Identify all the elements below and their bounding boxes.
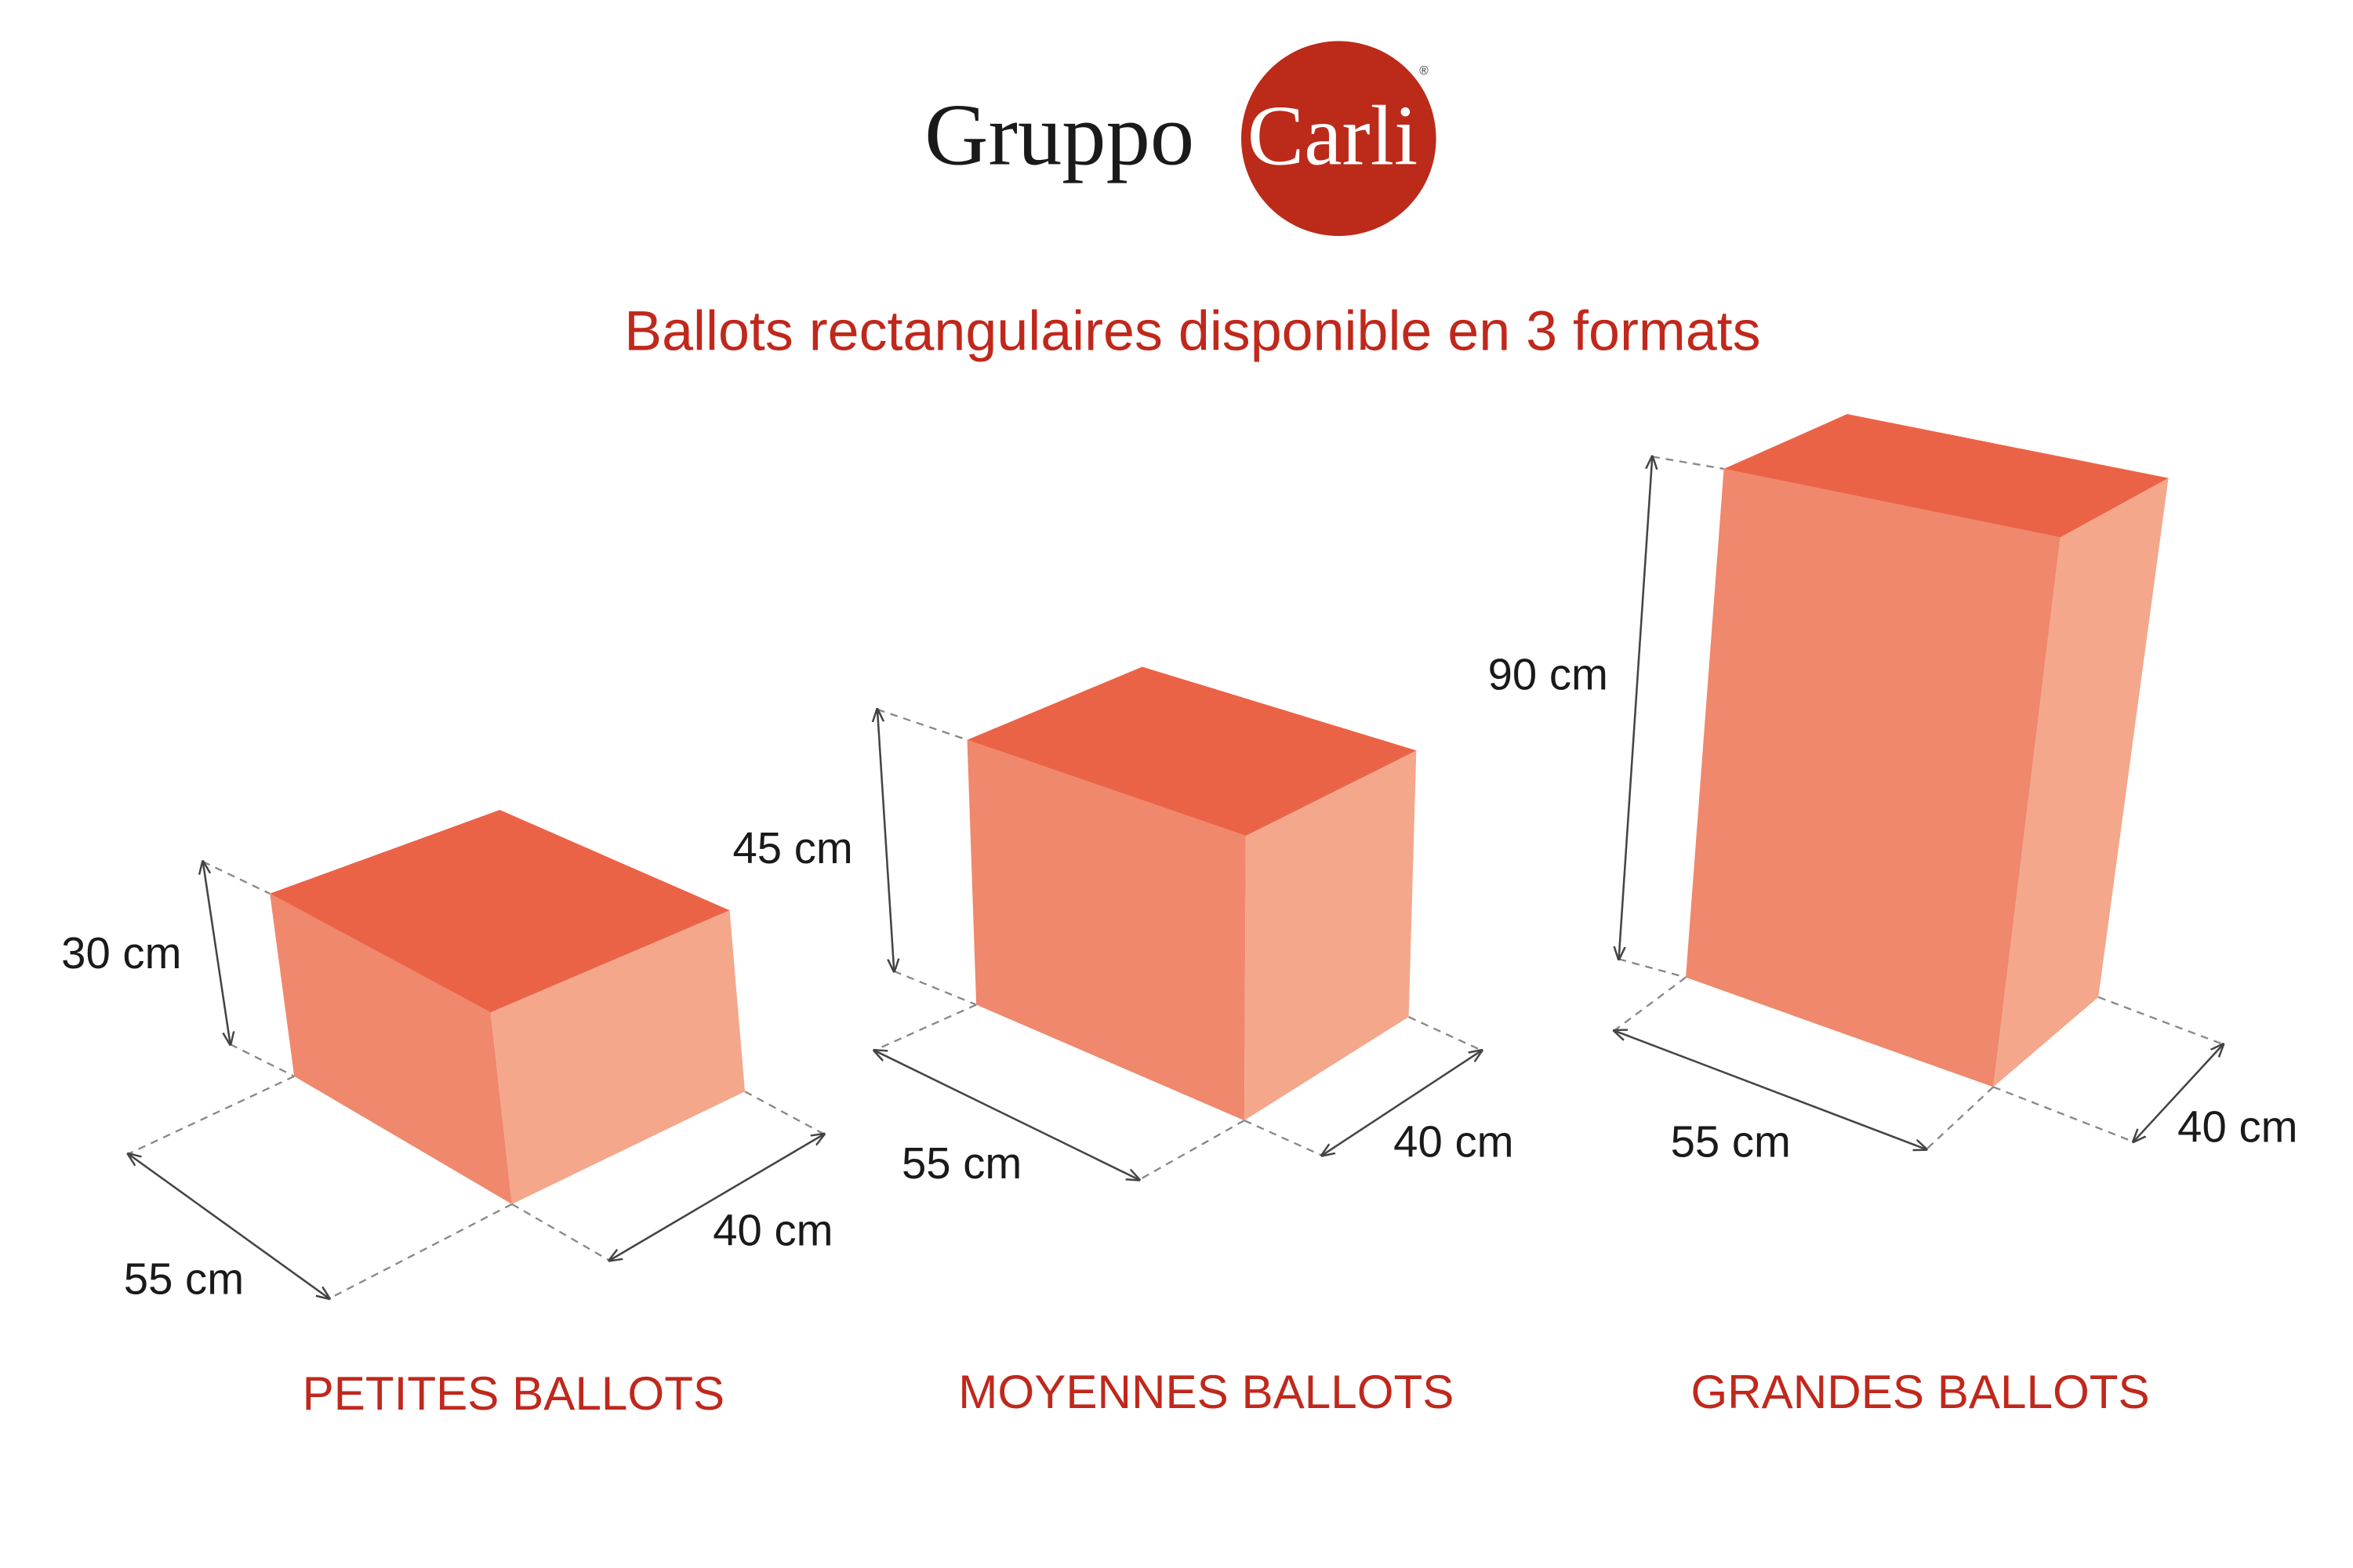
- logo-carli: Carli: [1247, 89, 1418, 183]
- dimension-guide-line: [873, 1004, 977, 1051]
- width-dimension-arrow: [2133, 1044, 2224, 1142]
- length-label: 55 cm: [1671, 1117, 1791, 1167]
- bale-front-face: [1686, 469, 2061, 1087]
- bale-medium: 45 cm 55 cm 40 cm MOYENNES BALLOTS: [732, 666, 1514, 1418]
- length-dimension-arrow: [1614, 1031, 1926, 1149]
- bale-side-face: [1244, 750, 1417, 1121]
- dimension-guide-line: [1652, 456, 1724, 470]
- dimension-guide-line: [1926, 1086, 1995, 1150]
- format-name: PETITES BALLOTS: [303, 1367, 725, 1420]
- height-label: 30 cm: [61, 928, 181, 978]
- height-dimension-arrow: [203, 862, 231, 1044]
- length-label: 55 cm: [124, 1254, 244, 1303]
- bale-front-face: [270, 893, 512, 1204]
- format-name: MOYENNES BALLOTS: [958, 1366, 1454, 1418]
- dimension-guide-line: [202, 860, 271, 895]
- dimension-guide-line: [511, 1203, 610, 1261]
- page-title: Ballots rectangulaires disponible en 3 f…: [624, 300, 1760, 363]
- width-label: 40 cm: [2177, 1102, 2297, 1151]
- length-label: 55 cm: [902, 1138, 1022, 1188]
- dimension-guide-line: [1618, 958, 1687, 978]
- bale-top-face: [967, 666, 1417, 837]
- dimension-guide-line: [877, 708, 968, 741]
- logo-gruppo: Gruppo: [924, 87, 1194, 184]
- width-dimension-arrow: [609, 1134, 824, 1261]
- height-dimension-arrow: [877, 710, 894, 971]
- bale-small: 30 cm 55 cm 40 cm PETITES BALLOTS: [61, 810, 833, 1420]
- dimension-guide-line: [1138, 1120, 1245, 1181]
- bale-side-face: [490, 910, 746, 1204]
- dimension-guide-line: [1244, 1120, 1323, 1156]
- format-name: GRANDES BALLOTS: [1690, 1366, 2149, 1418]
- dimension-guide-line: [1408, 1016, 1483, 1051]
- bale-front-face: [967, 739, 1246, 1121]
- dimension-guide-line: [1992, 1086, 2134, 1143]
- width-dimension-arrow: [1322, 1051, 1482, 1156]
- height-dimension-arrow: [1619, 457, 1653, 960]
- length-dimension-arrow: [129, 1154, 329, 1298]
- dimension-guide-line: [893, 970, 977, 1006]
- dimension-guide-line: [329, 1203, 513, 1300]
- width-label: 40 cm: [1393, 1117, 1513, 1167]
- bale-top-face: [1723, 414, 2169, 538]
- logo-circle: [1241, 41, 1436, 236]
- dimension-guide-line: [1614, 976, 1687, 1032]
- width-label: 40 cm: [713, 1205, 833, 1254]
- bale-large: 90 cm 55 cm 40 cm GRANDES BALLOTS: [1488, 414, 2298, 1418]
- bale-top-face: [270, 810, 730, 1013]
- dimension-guide-line: [744, 1091, 825, 1135]
- bale-side-face: [1993, 477, 2169, 1087]
- dimension-guide-line: [230, 1043, 295, 1077]
- dimension-guide-line: [128, 1075, 295, 1155]
- height-label: 45 cm: [732, 823, 852, 873]
- logo-registered-mark: ®: [1419, 64, 1429, 78]
- length-dimension-arrow: [874, 1051, 1139, 1180]
- dimension-guide-line: [2097, 996, 2224, 1046]
- height-label: 90 cm: [1488, 650, 1608, 699]
- logo: Gruppo Carli ®: [924, 41, 1436, 236]
